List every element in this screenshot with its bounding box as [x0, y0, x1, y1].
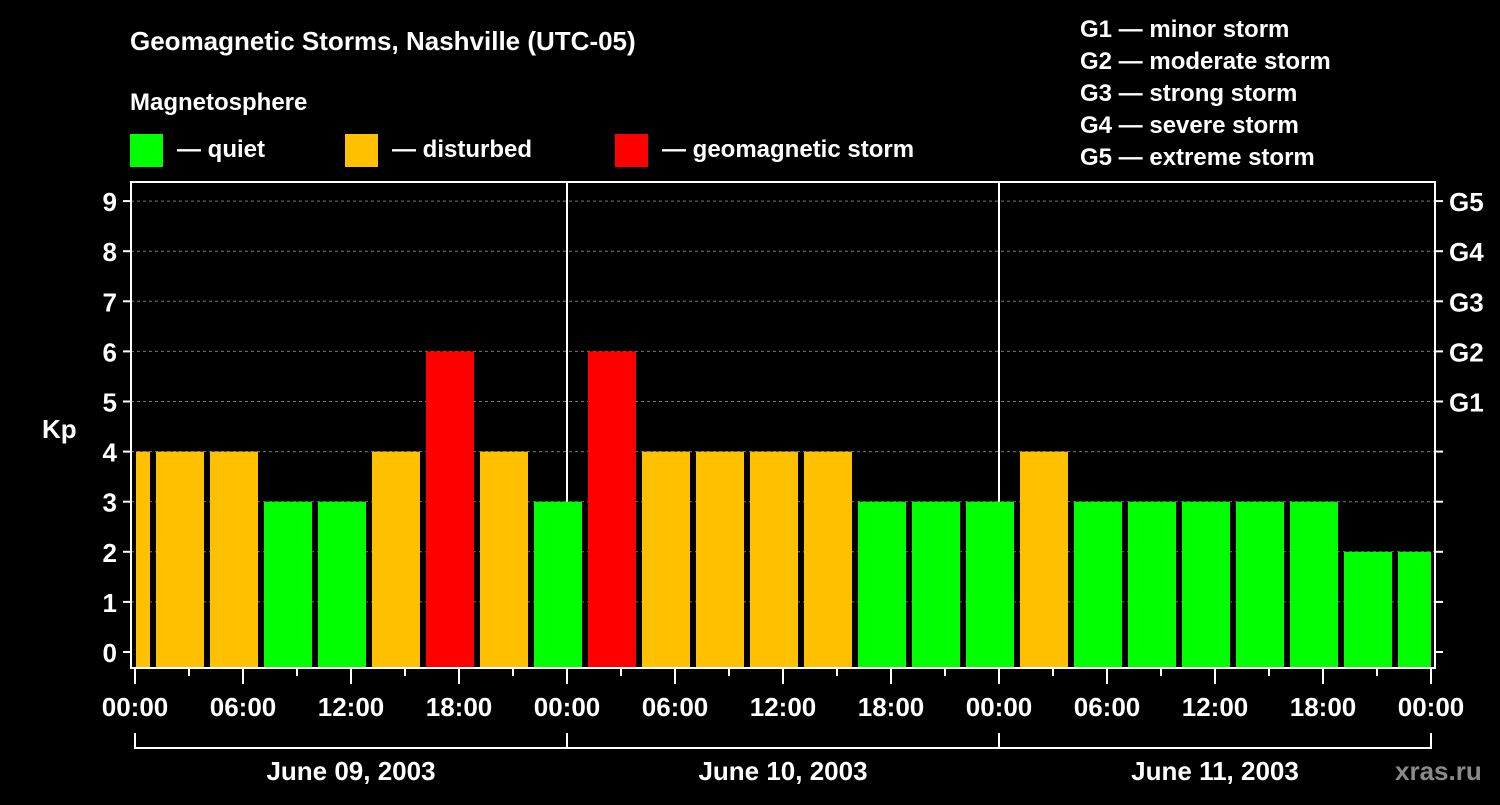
x-tick-label: 12:00 — [750, 692, 817, 722]
x-tick-label: 12:00 — [1182, 692, 1249, 722]
kp-bar — [1398, 551, 1431, 668]
kp-bar — [966, 501, 1014, 668]
kp-bar — [534, 501, 582, 668]
kp-bar — [750, 451, 798, 668]
y-tick-label: 8 — [103, 237, 117, 267]
kp-bar — [156, 451, 204, 668]
x-tick-label: 06:00 — [642, 692, 709, 722]
y-tick-label: 0 — [103, 638, 117, 668]
g-level-label: G1 — [1449, 388, 1484, 418]
g-level-label: G2 — [1449, 337, 1484, 367]
kp-bar — [1020, 451, 1068, 668]
legend-label: — geomagnetic storm — [662, 136, 914, 163]
scale-legend-item: G2 — moderate storm — [1080, 48, 1331, 75]
kp-bar — [426, 351, 474, 668]
legend-title: Magnetosphere — [130, 89, 307, 116]
chart-title: Geomagnetic Storms, Nashville (UTC-05) — [130, 26, 636, 56]
kp-bar — [642, 451, 690, 668]
x-tick-label: 18:00 — [858, 692, 925, 722]
day-bracket — [134, 733, 1432, 749]
legend-label: — disturbed — [392, 136, 532, 163]
day-label: June 11, 2003 — [1131, 756, 1299, 786]
scale-legend-item: G1 — minor storm — [1080, 16, 1289, 43]
g-level-label: G5 — [1449, 187, 1484, 217]
x-tick-label: 06:00 — [210, 692, 277, 722]
scale-legend-item: G5 — extreme storm — [1080, 144, 1315, 171]
scale-legend-item: G4 — severe storm — [1080, 112, 1299, 139]
y-tick-label: 3 — [103, 488, 117, 518]
kp-bar — [372, 451, 420, 668]
kp-bar — [1128, 501, 1176, 668]
scale-legend-item: G3 — strong storm — [1080, 80, 1297, 107]
g-level-label: G4 — [1449, 237, 1484, 267]
day-label: June 09, 2003 — [266, 756, 435, 786]
x-tick-label: 18:00 — [1290, 692, 1357, 722]
x-tick-label: 00:00 — [102, 692, 169, 722]
y-tick-label: 7 — [103, 287, 117, 317]
legend-swatch — [345, 134, 378, 167]
kp-bar — [804, 451, 852, 668]
legend: — quiet — disturbed — geomagnetic storm — [130, 134, 914, 167]
y-tick-label: 1 — [103, 588, 117, 618]
kp-bar — [480, 451, 528, 668]
legend-label: — quiet — [177, 136, 265, 163]
kp-bar — [858, 501, 906, 668]
y-tick-label: 5 — [103, 388, 117, 418]
kp-bar — [264, 501, 312, 668]
legend-swatch — [615, 134, 648, 167]
g-level-label: G3 — [1449, 287, 1484, 317]
kp-bar — [1290, 501, 1338, 668]
kp-bar — [588, 351, 636, 668]
kp-bar — [1074, 501, 1122, 668]
y-tick-label: 2 — [103, 538, 117, 568]
bars — [136, 351, 1431, 668]
kp-bar — [696, 451, 744, 668]
x-tick-label: 00:00 — [534, 692, 601, 722]
y-tick-label: 4 — [103, 438, 118, 468]
kp-bar — [1182, 501, 1230, 668]
x-tick-label: 12:00 — [318, 692, 385, 722]
kp-bar — [210, 451, 258, 668]
x-tick-label: 06:00 — [1074, 692, 1141, 722]
y-tick-label: 9 — [103, 187, 117, 217]
kp-bar — [1236, 501, 1284, 668]
legend-swatch — [130, 134, 163, 167]
kp-bar — [1344, 551, 1392, 668]
x-tick-label: 00:00 — [966, 692, 1033, 722]
x-tick-label: 00:00 — [1398, 692, 1465, 722]
y-axis-label: Kp — [42, 414, 77, 444]
watermark: xras.ru — [1395, 756, 1482, 786]
g-scale-legend: G1 — minor storm G2 — moderate storm G3 — … — [1080, 16, 1331, 171]
kp-bar — [136, 451, 150, 668]
day-label: June 10, 2003 — [698, 756, 867, 786]
axes: 0 1 2 3 4 5 6 7 8 9 G1 G2 G3 G4 G5 00:00 06:00 12:00 18:00… — [102, 181, 1484, 786]
y-tick-label: 6 — [103, 337, 117, 367]
x-tick-label: 18:00 — [426, 692, 493, 722]
kp-bar — [912, 501, 960, 668]
kp-bar — [318, 501, 366, 668]
